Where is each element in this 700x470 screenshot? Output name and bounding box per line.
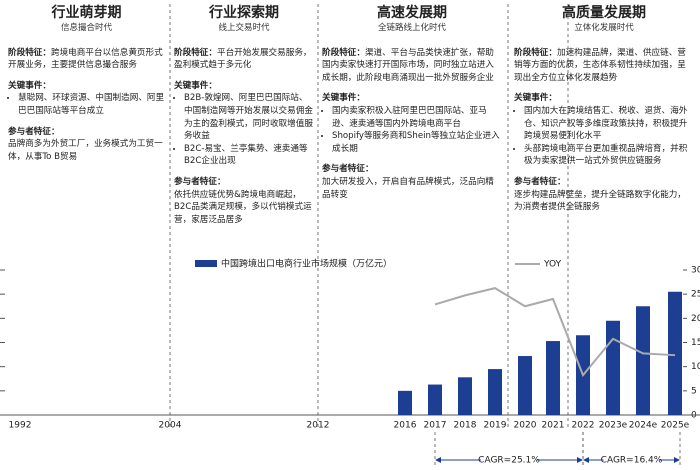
stage-title: 行业探索期 bbox=[209, 5, 279, 21]
text: 平台开始发展交易服务，盈利模式趋于多元化 bbox=[174, 47, 312, 71]
legend-label: YOY bbox=[543, 260, 562, 270]
stage-column: 行业萌芽期信息撮合时代阶段特征：跨境电商平台以信息黄页形式开展业务，主要提供信息… bbox=[8, 4, 165, 163]
stage-title: 高速发展期 bbox=[377, 5, 447, 21]
event: B2C-易宝、兰亭集势、速卖通等B2C企业出现 bbox=[184, 143, 314, 168]
events-label: 关键事件： bbox=[8, 80, 51, 91]
participants-label: 参与者特征： bbox=[174, 176, 226, 187]
x-tick-label: 2019 bbox=[484, 421, 507, 431]
participants-text: 依托供应链优势&跨境电商崛起，B2C品类满足规模，多以代销模式运营，家居泛品居多 bbox=[174, 189, 312, 225]
events-list: B2B-敦煌网、阿里巴巴国际站、中国制造网等开始发展以交易佣金为主的盈利模式，同… bbox=[174, 92, 314, 168]
x-tick-label: 2016 bbox=[394, 421, 417, 431]
events-list: 慧聪网、环球资源、中国制造网、阿里巴巴国际站等平台成立 bbox=[8, 92, 165, 117]
events-list: 国内加大在跨境结售汇、税收、退货、海外仓、知识产权等多维度政策扶持，积极提升跨境… bbox=[514, 105, 694, 168]
bar bbox=[606, 320, 620, 415]
participants-text: 品牌商多为外贸工厂，业务模式为工贸一体，从事To B贸易 bbox=[8, 139, 163, 162]
participants-text: 加大研发投入，开启自有品牌模式，泛品向精品转变 bbox=[322, 176, 494, 200]
stage-subtitle: 立体化发展时代 bbox=[574, 23, 634, 33]
event: 慧聪网、环球资源、中国制造网、阿里巴巴国际站等平台成立 bbox=[18, 92, 165, 117]
participants-label: 参与者特征： bbox=[8, 126, 60, 137]
label: 阶段特征： bbox=[174, 47, 217, 58]
text: 渠道、平台与品类快速扩张，帮助国内卖家快速打开国际市场，同时独立站进入成长期，此… bbox=[322, 47, 494, 83]
y-tick-label: 30 bbox=[691, 266, 700, 276]
stage-column: 行业探索期线上交易时代阶段特征：平台开始发展交易服务，盈利模式趋于多元化关键事件… bbox=[174, 4, 314, 226]
event: 国内卖家积极入驻阿里巴巴国际站、亚马逊、速卖通等国内外跨境电商平台 bbox=[332, 105, 502, 130]
y-tick-label: 15 bbox=[691, 338, 700, 348]
label: 阶段特征： bbox=[322, 47, 365, 58]
bar bbox=[636, 306, 650, 415]
event: Shopify等服务商和Shein等独立站企业进入成长期 bbox=[332, 130, 502, 155]
y-tick-label: 25 bbox=[691, 290, 700, 300]
stage-feature: 阶段特征：跨境电商平台以信息黄页形式开展业务，主要提供信息撮合服务 bbox=[8, 47, 165, 72]
legend-label: 中国跨境出口电商行业市场规模（万亿元） bbox=[221, 258, 392, 270]
bar bbox=[518, 356, 532, 415]
y-tick-label: 20 bbox=[691, 314, 700, 324]
x-tick-label: 2021 bbox=[542, 421, 565, 431]
stage-subtitle: 全链路线上化时代 bbox=[377, 23, 446, 33]
stage-feature: 阶段特征：加速构建品牌，渠道、供应链、营销等方面的优质，生态体系韧性持续加强，呈… bbox=[514, 47, 694, 85]
bar bbox=[458, 377, 472, 415]
participants-label: 参与者特征： bbox=[322, 164, 374, 175]
bar bbox=[488, 369, 502, 415]
bar bbox=[428, 384, 442, 415]
stage-title: 行业萌芽期 bbox=[51, 5, 122, 21]
legend-swatch bbox=[195, 260, 217, 267]
x-tick-label: 2025e bbox=[661, 421, 690, 431]
x-tick-label: 2022 bbox=[572, 421, 595, 431]
events-label: 关键事件： bbox=[514, 93, 557, 104]
participants-text: 逐步构建品牌壁垒，提升全链路数字化能力，为消费者提供全链服务 bbox=[514, 189, 686, 213]
stage-subtitle: 信息撮合时代 bbox=[60, 23, 112, 33]
event: B2B-敦煌网、阿里巴巴国际站、中国制造网等开始发展以交易佣金为主的盈利模式，同… bbox=[184, 92, 314, 142]
y-tick-label: 5 bbox=[691, 386, 697, 396]
event: 国内加大在跨境结售汇、税收、退货、海外仓、知识产权等多维度政策扶持，积极提升跨境… bbox=[524, 105, 694, 143]
events-label: 关键事件： bbox=[174, 80, 217, 91]
x-tick-label: 2017 bbox=[424, 421, 447, 431]
stage-feature: 阶段特征：渠道、平台与品类快速扩张，帮助国内卖家快速打开国际市场，同时独立站进入… bbox=[322, 47, 502, 85]
event: 头部跨境电商平台更加重视品牌培育，并积极为卖家提供一站式外贸供应链服务 bbox=[524, 143, 694, 168]
participants-label: 参与者特征： bbox=[514, 176, 566, 187]
x-tick-label: 2024e bbox=[629, 421, 658, 431]
text: 跨境电商平台以信息黄页形式开展业务，主要提供信息撮合服务 bbox=[8, 47, 163, 71]
stage-column: 高速发展期全链路线上化时代阶段特征：渠道、平台与品类快速扩张，帮助国内卖家快速打… bbox=[322, 4, 502, 201]
cagr-label: CAGR=25.1% bbox=[478, 456, 540, 466]
label: 阶段特征： bbox=[8, 47, 51, 58]
stage-feature: 阶段特征：平台开始发展交易服务，盈利模式趋于多元化 bbox=[174, 47, 314, 72]
stage-title: 高质量发展期 bbox=[562, 5, 646, 21]
events-label: 关键事件： bbox=[322, 93, 365, 104]
bar bbox=[546, 341, 560, 415]
cagr-bg bbox=[603, 454, 660, 466]
cagr-bg bbox=[481, 454, 537, 466]
x-tick-label: 2004 bbox=[159, 421, 182, 431]
bar bbox=[398, 390, 412, 415]
x-tick-label: 2018 bbox=[454, 421, 477, 431]
line bbox=[434, 287, 676, 378]
x-tick-label: 2020 bbox=[514, 421, 537, 431]
events-list: 国内卖家积极入驻阿里巴巴国际站、亚马逊、速卖通等国内外跨境电商平台Shopify… bbox=[322, 105, 502, 155]
stage-subtitle: 线上交易时代 bbox=[218, 23, 270, 33]
x-tick-label: 2012 bbox=[307, 421, 330, 431]
stage-column: 高质量发展期立体化发展时代阶段特征：加速构建品牌，渠道、供应链、营销等方面的优质… bbox=[514, 4, 694, 214]
x-tick-label: 2023e bbox=[599, 421, 628, 431]
bar bbox=[668, 291, 682, 415]
label: 阶段特征： bbox=[514, 47, 557, 58]
x-tick-label: 1992 bbox=[9, 421, 32, 431]
y-tick-label: 10 bbox=[691, 362, 700, 372]
cagr-label: CAGR=16.4% bbox=[601, 456, 663, 466]
text: 加速构建品牌，渠道、供应链、营销等方面的优质，生态体系韧性持续加强，呈现出全方位… bbox=[514, 47, 686, 83]
